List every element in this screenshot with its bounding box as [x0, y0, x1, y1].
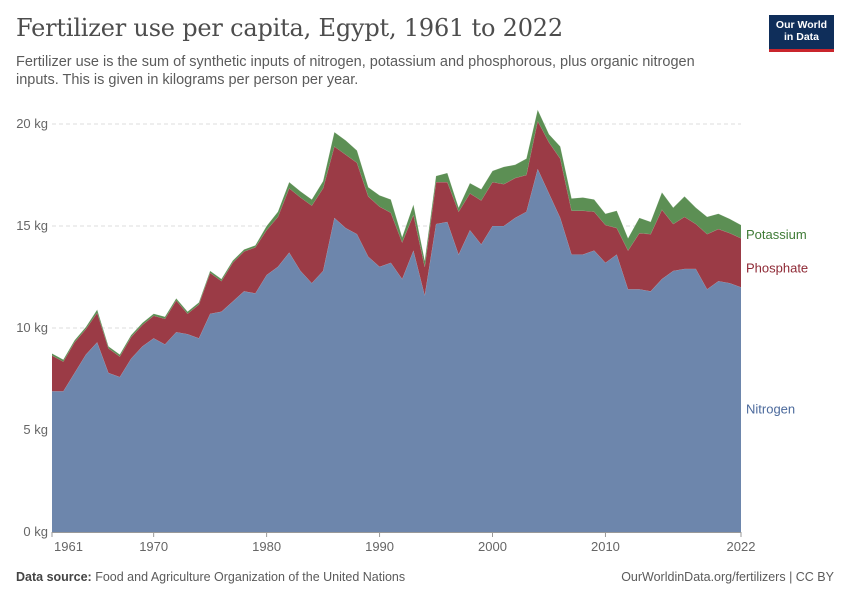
area-series[interactable] [51, 108, 742, 532]
area-nitrogen[interactable] [52, 168, 741, 532]
x-tick-label: 2010 [591, 539, 620, 554]
axes: 0 kg 5 kg 10 kg 15 kg 20 kg 1961 1970 1980 1990 2… [16, 116, 755, 554]
x-tick-label: 2000 [478, 539, 507, 554]
data-source-text: Food and Agriculture Organization of the… [95, 570, 406, 584]
x-tick-label: 1990 [365, 539, 394, 554]
area-edge-potassium [51, 108, 742, 361]
x-tick-label: 2022 [727, 539, 756, 554]
y-tick-label: 15 kg [16, 218, 48, 233]
data-source: Data source: Food and Agriculture Organi… [16, 570, 405, 584]
series-label-potassium[interactable]: Potassium [746, 227, 807, 242]
logo-line-2: in Data [783, 31, 819, 43]
chart-title: Fertilizer use per capita, Egypt, 1961 t… [16, 14, 563, 42]
series-label-phosphate[interactable]: Phosphate [746, 261, 808, 276]
area-phosphate[interactable] [52, 120, 741, 392]
data-source-label: Data source: [16, 570, 92, 584]
y-tick-label: 5 kg [23, 422, 48, 437]
y-tick-label: 10 kg [16, 320, 48, 335]
y-tick-label: 20 kg [16, 116, 48, 131]
chart-subtitle: Fertilizer use is the sum of synthetic i… [16, 54, 695, 88]
y-tick-label: 0 kg [23, 524, 48, 539]
series-labels: Nitrogen Phosphate Potassium [746, 227, 808, 417]
logo-line-1: Our World [775, 19, 828, 31]
owid-logo[interactable]: Our World in Data [769, 15, 834, 52]
series-label-nitrogen[interactable]: Nitrogen [746, 402, 795, 417]
x-tick-label: 1961 [54, 539, 83, 554]
x-tick-label: 1980 [252, 539, 281, 554]
x-tick-label: 1970 [139, 539, 168, 554]
source-url-license[interactable]: OurWorldinData.org/fertilizers | CC BY [621, 570, 834, 584]
